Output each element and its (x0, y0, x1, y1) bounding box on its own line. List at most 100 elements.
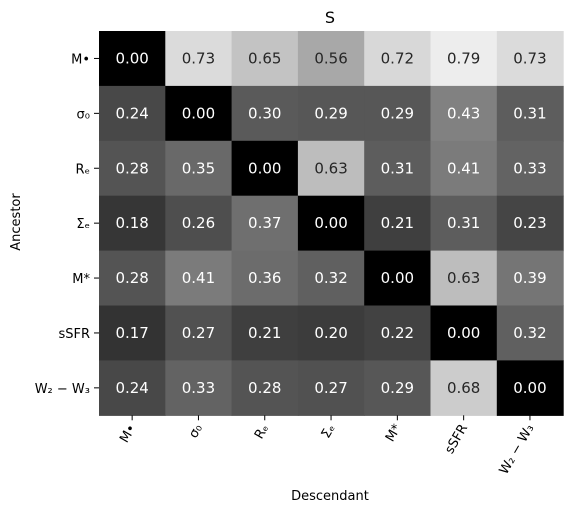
heatmap-cell (496, 250, 564, 307)
heatmap-cell (165, 250, 233, 307)
chart-title: S (325, 8, 335, 27)
cell-value-label: 0.21 (248, 324, 281, 342)
cell-value-label: 0.24 (115, 379, 148, 397)
x-axis-label: Descendant (291, 489, 369, 504)
heatmap-cell (165, 140, 233, 197)
cell-value-label: 0.32 (513, 324, 546, 342)
cell-value-label: 0.32 (314, 269, 347, 287)
heatmap-cell (364, 85, 432, 142)
heatmap-cell (297, 250, 365, 307)
heatmap-cell (297, 31, 365, 87)
y-tick-label: M• (71, 52, 90, 67)
x-tick-label: Rₑ (252, 422, 272, 442)
cell-value-label: 0.41 (447, 159, 480, 177)
y-tick-label: Rₑ (76, 162, 90, 177)
cell-value-label: 0.29 (381, 379, 414, 397)
cell-value-label: 0.23 (513, 214, 546, 232)
cell-value-label: 0.27 (314, 379, 347, 397)
cell-value-label: 0.26 (182, 214, 215, 232)
cell-value-label: 0.68 (447, 379, 480, 397)
heatmap-cell (99, 195, 166, 252)
cell-value-label: 0.00 (513, 379, 546, 397)
heatmap-cell (297, 360, 365, 416)
cell-value-label: 0.72 (381, 49, 414, 67)
cell-value-label: 0.65 (248, 49, 281, 67)
cell-value-label: 0.27 (182, 324, 215, 342)
cell-value-label: 0.00 (115, 49, 148, 67)
heatmap-cell (165, 31, 233, 87)
y-tick-label: W₂ − W₃ (35, 382, 90, 397)
cell-value-label: 0.18 (115, 214, 148, 232)
heatmap-cell (99, 140, 166, 197)
heatmap-cell (364, 250, 432, 307)
cell-value-label: 0.33 (513, 159, 546, 177)
heatmap-cell (430, 140, 498, 197)
cell-value-label: 0.20 (314, 324, 347, 342)
heatmap-cell (364, 195, 432, 252)
cell-value-label: 0.00 (314, 214, 347, 232)
heatmap-cell (231, 140, 299, 197)
y-tick-label: σ₀ (77, 107, 90, 122)
cell-value-label: 0.37 (248, 214, 281, 232)
heatmap-cell (496, 360, 564, 416)
heatmap-cell (231, 31, 299, 87)
cell-value-label: 0.73 (182, 49, 215, 67)
heatmap-cell (99, 305, 166, 361)
y-tick-label: Σₑ (76, 217, 90, 232)
cell-value-label: 0.30 (248, 104, 281, 122)
heatmap-cell (364, 31, 432, 87)
heatmap-cell (165, 195, 233, 252)
heatmap-cell (364, 360, 432, 416)
heatmap-cell (430, 195, 498, 252)
cell-value-label: 0.63 (447, 269, 480, 287)
heatmap-cell (430, 31, 498, 87)
y-tick-label: M* (72, 272, 90, 287)
cell-value-label: 0.00 (381, 269, 414, 287)
cell-value-label: 0.31 (381, 159, 414, 177)
cell-value-label: 0.17 (115, 324, 148, 342)
heatmap-cell (165, 85, 233, 142)
heatmap-cell (99, 250, 166, 307)
heatmap-cell (496, 195, 564, 252)
x-tick-label: M• (117, 422, 139, 446)
heatmap-cell (231, 85, 299, 142)
heatmap-cell (297, 140, 365, 197)
cell-value-label: 0.63 (314, 159, 347, 177)
cell-value-label: 0.21 (381, 214, 414, 232)
cell-value-label: 0.39 (513, 269, 546, 287)
cell-value-label: 0.41 (182, 269, 215, 287)
heatmap-cell (231, 250, 299, 307)
heatmap-cell (430, 360, 498, 416)
cell-value-label: 0.56 (314, 49, 347, 67)
cell-value-label: 0.22 (381, 324, 414, 342)
cell-value-label: 0.33 (182, 379, 215, 397)
cell-value-label: 0.00 (447, 324, 480, 342)
cell-value-label: 0.43 (447, 104, 480, 122)
cell-value-label: 0.28 (248, 379, 281, 397)
cell-value-label: 0.00 (248, 159, 281, 177)
cell-value-label: 0.79 (447, 49, 480, 67)
heatmap-cell (297, 305, 365, 361)
cell-value-label: 0.24 (115, 104, 148, 122)
heatmap-cell (430, 250, 498, 307)
heatmap-cell (231, 305, 299, 361)
cell-value-label: 0.35 (182, 159, 215, 177)
heatmap-cell (99, 85, 166, 142)
heatmap-cell (165, 305, 233, 361)
heatmap-cell (231, 195, 299, 252)
cell-value-label: 0.28 (115, 159, 148, 177)
y-tick-label: sSFR (58, 327, 90, 342)
heatmap-cell (297, 195, 365, 252)
heatmap-cell (496, 140, 564, 197)
cell-value-label: 0.36 (248, 269, 281, 287)
cell-value-label: 0.29 (314, 104, 347, 122)
y-axis-label: Ancestor (9, 193, 24, 251)
heatmap-cell (99, 31, 166, 87)
heatmap-cell (165, 360, 233, 416)
heatmap-cell (496, 31, 564, 87)
heatmap-cell (364, 140, 432, 197)
x-tick-label: W₂ − W₃ (497, 422, 538, 477)
heatmap-cell (496, 305, 564, 361)
